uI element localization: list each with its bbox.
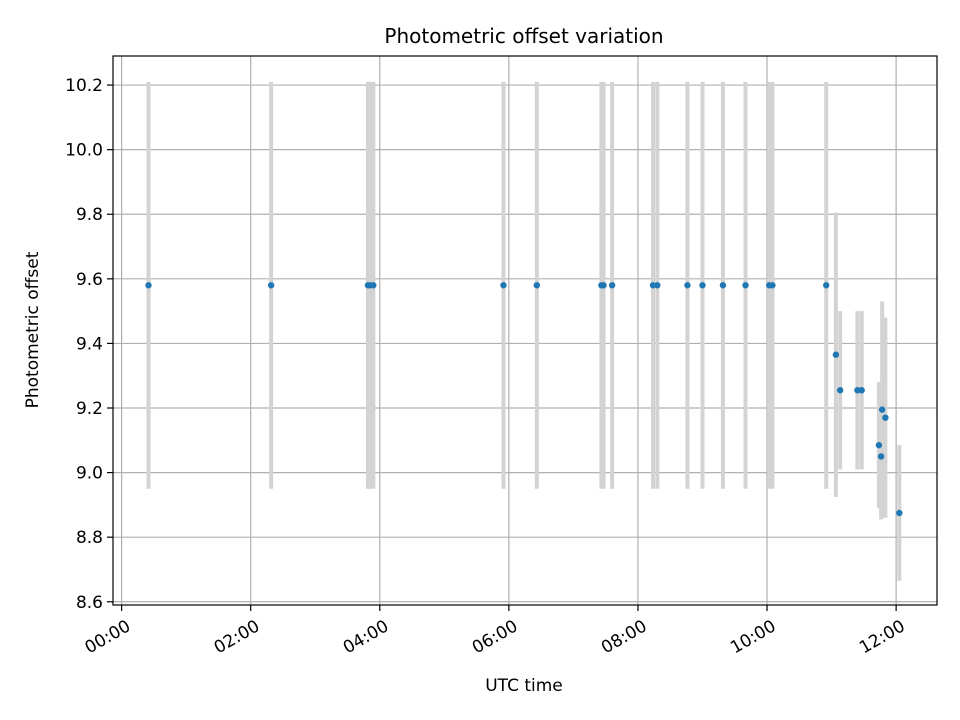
data-point [600,282,607,289]
data-point [608,282,616,289]
y-tick-label: 8.8 [76,528,103,548]
data-point [267,282,275,289]
y-tick-label: 9.2 [76,399,103,419]
data-point [500,282,507,289]
data-point [832,351,840,358]
y-tick-label: 8.6 [76,593,103,613]
y-axis-label: Photometric offset [23,251,43,408]
y-axis-ticks: 8.6 8.8 9.0 9.2 9.4 9.6 9.8 10.0 10.2 [65,76,113,613]
data-point [836,387,844,394]
grid [113,56,937,605]
y-tick-label: 10.2 [65,76,103,96]
data-point [370,282,377,289]
data-point [823,282,830,289]
data-point [654,282,661,289]
data-point [769,282,776,289]
y-tick-label: 9.0 [76,464,103,484]
y-tick-label: 9.8 [76,205,103,225]
x-axis-label: UTC time [485,676,563,696]
data-point [533,282,541,289]
y-tick-label: 9.4 [76,334,103,354]
data-point [145,282,152,289]
chart-title: Photometric offset variation [384,24,663,48]
data-point [699,282,706,289]
data-point [878,406,886,413]
data-point [742,282,749,289]
plot-frame [112,55,938,606]
data-point [875,441,883,449]
data-point [858,387,865,394]
y-tick-label: 9.6 [76,270,103,290]
data-point [719,282,727,289]
data-point [684,282,691,289]
y-tick-label: 10.0 [65,141,103,161]
data-points [145,282,903,517]
data-point [896,509,903,517]
data-point [882,414,889,421]
data-point [877,453,885,460]
